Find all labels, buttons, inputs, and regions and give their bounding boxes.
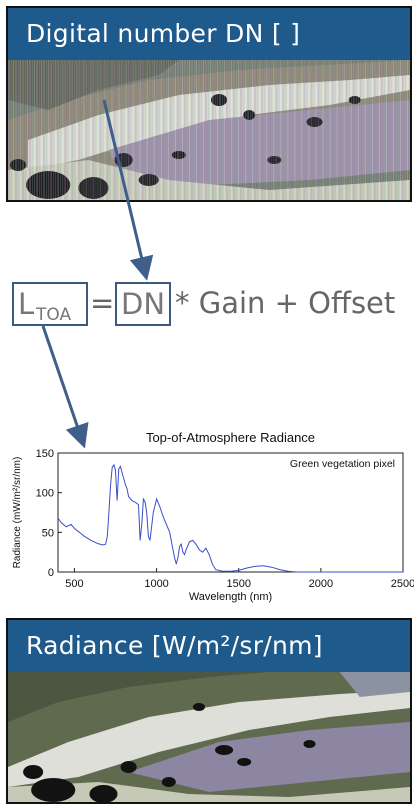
dn-panel-title: Digital number DN [ ] (8, 8, 410, 60)
chart-annotation: Green vegetation pixel (290, 458, 395, 470)
gain-offset-term: * Gain + Offset (175, 286, 396, 320)
dn-satellite-image (8, 60, 410, 200)
radiance-chart: Top-of-Atmosphere Radiance Green vegetati… (0, 420, 414, 615)
radiance-satellite-image (8, 672, 410, 802)
y-tick-label: 100 (36, 488, 54, 500)
dn-image-panel: Digital number DN [ ] (6, 6, 412, 202)
x-axis-label: Wavelength (nm) (189, 591, 272, 603)
y-tick-label: 150 (36, 448, 54, 460)
ltoa-box: L TOA (12, 282, 88, 326)
y-tick-label: 0 (48, 567, 54, 579)
chart-title: Top-of-Atmosphere Radiance (146, 430, 315, 445)
equals-sign: = (90, 286, 115, 320)
x-tick-label: 1500 (226, 578, 250, 590)
y-tick-label: 50 (42, 527, 54, 539)
y-axis-label: Radiance (mW/m²/sr/nm) (12, 457, 23, 569)
dn-symbol: DN (121, 287, 166, 321)
radiance-panel-title: Radiance [W/m²/sr/nm] (8, 620, 410, 672)
radiance-line (57, 463, 403, 573)
ltoa-subscript: TOA (36, 305, 72, 325)
ltoa-symbol: L (18, 287, 35, 321)
radiance-image-panel: Radiance [W/m²/sr/nm] (6, 618, 412, 804)
x-tick-label: 500 (65, 578, 83, 590)
x-tick-label: 2000 (309, 578, 333, 590)
x-tick-label: 2500 (391, 578, 414, 590)
dn-box: DN (115, 282, 171, 326)
plot-frame (57, 452, 404, 573)
x-tick-label: 1000 (144, 578, 168, 590)
